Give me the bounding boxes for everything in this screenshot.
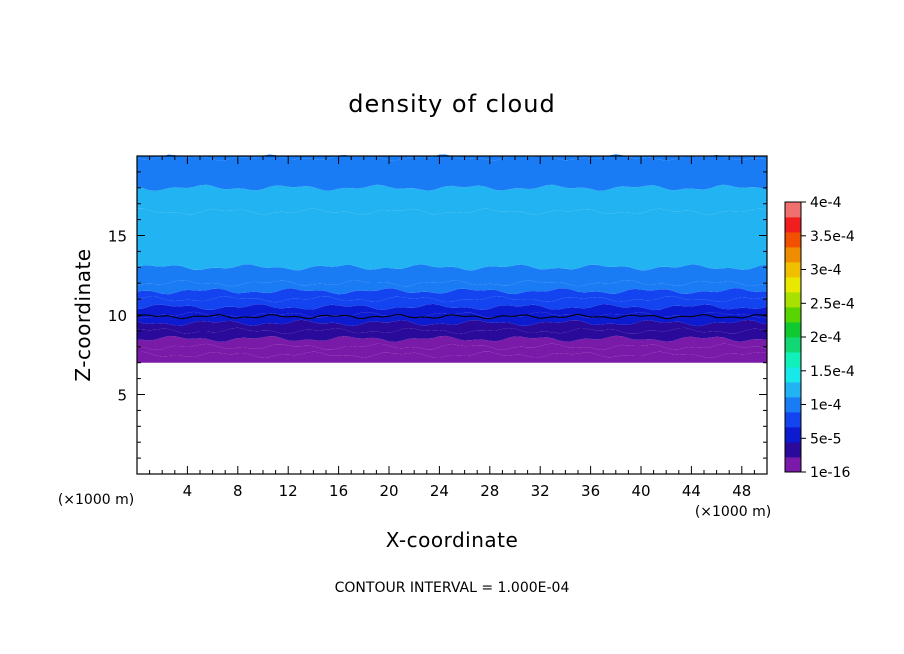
colorbar-swatch [785,202,801,218]
x-tick-label: 4 [183,482,193,500]
colorbar-swatch [785,427,801,443]
colorbar-tick-label: 3.5e-4 [810,229,855,245]
colorbar-swatch [785,217,801,233]
density-band [137,184,767,215]
x-right-unit-label: (×1000 m) [695,504,771,520]
x-axis-label: X-coordinate [386,528,519,552]
density-band [137,208,767,271]
y-axis-label: Z-coordinate [71,248,95,381]
density-band [137,335,767,350]
x-tick-label: 16 [329,482,348,500]
colorbar-swatch [785,367,801,383]
contour-lines [136,313,768,320]
x-tick-label: 8 [233,482,243,500]
colorbar-swatch [785,247,801,263]
density-band [137,351,767,363]
density-band [137,154,767,191]
y-tick-label: 10 [108,307,127,325]
x-tick-label: 40 [631,482,650,500]
density-band [137,296,767,311]
colorbar-swatch [785,457,801,473]
y-tick-label: 5 [117,387,127,405]
colorbar-swatch [785,412,801,428]
density-band [137,327,767,342]
colorbar-swatch [785,322,801,338]
density-bands [137,154,767,363]
contour-line [136,313,768,320]
density-band [137,280,767,295]
colorbar-swatch [785,352,801,368]
colorbar-tick-label: 2.5e-4 [810,296,855,312]
x-tick-label: 44 [682,482,701,500]
colorbar-tick-label: 1.5e-4 [810,364,855,380]
x-left-unit-label: (×1000 m) [58,492,134,508]
colorbar-tick-label: 5e-5 [810,431,841,447]
colorbar-swatch [785,232,801,248]
density-band [137,264,767,287]
colorbar-swatch [785,397,801,413]
y-tick-label: 15 [108,228,127,246]
colorbar-tick-label: 1e-16 [810,465,850,481]
density-band [137,343,767,358]
density-band [137,319,767,334]
colorbar-tick-label: 1e-4 [810,398,842,414]
chart-title: density of cloud [348,90,555,118]
colorbar-swatch [785,277,801,293]
colorbar-tick-label: 4e-4 [810,195,842,211]
x-tick-label: 32 [531,482,550,500]
x-tick-label: 28 [480,482,499,500]
colorbar: 1e-16 5e-5 1e-4 1.5e-4 2e-4 2.5e-4 3e-4 3.5e-4 4… [784,195,855,481]
colorbar-swatch [785,292,801,308]
colorbar-swatch [785,262,801,278]
x-tick-label: 20 [379,482,398,500]
x-tick-label: 48 [732,482,751,500]
density-band [137,288,767,303]
colorbar-tick-label: 2e-4 [810,330,842,346]
x-tick-label: 12 [279,482,298,500]
colorbar-swatch [785,307,801,323]
colorbar-swatch [785,337,801,353]
colorbar-swatch [785,442,801,458]
x-tick-label: 24 [430,482,449,500]
density-band [137,303,767,319]
x-axis-ticks: 4 8 12 16 20 24 28 32 36 40 44 48 [149,156,755,500]
x-tick-label: 36 [581,482,600,500]
y-axis-ticks: 5 10 15 [108,171,767,459]
density-band [137,311,767,327]
contour-interval-note: CONTOUR INTERVAL = 1.000E-04 [335,580,570,596]
colorbar-swatch [785,382,801,398]
colorbar-tick-label: 3e-4 [810,263,842,279]
